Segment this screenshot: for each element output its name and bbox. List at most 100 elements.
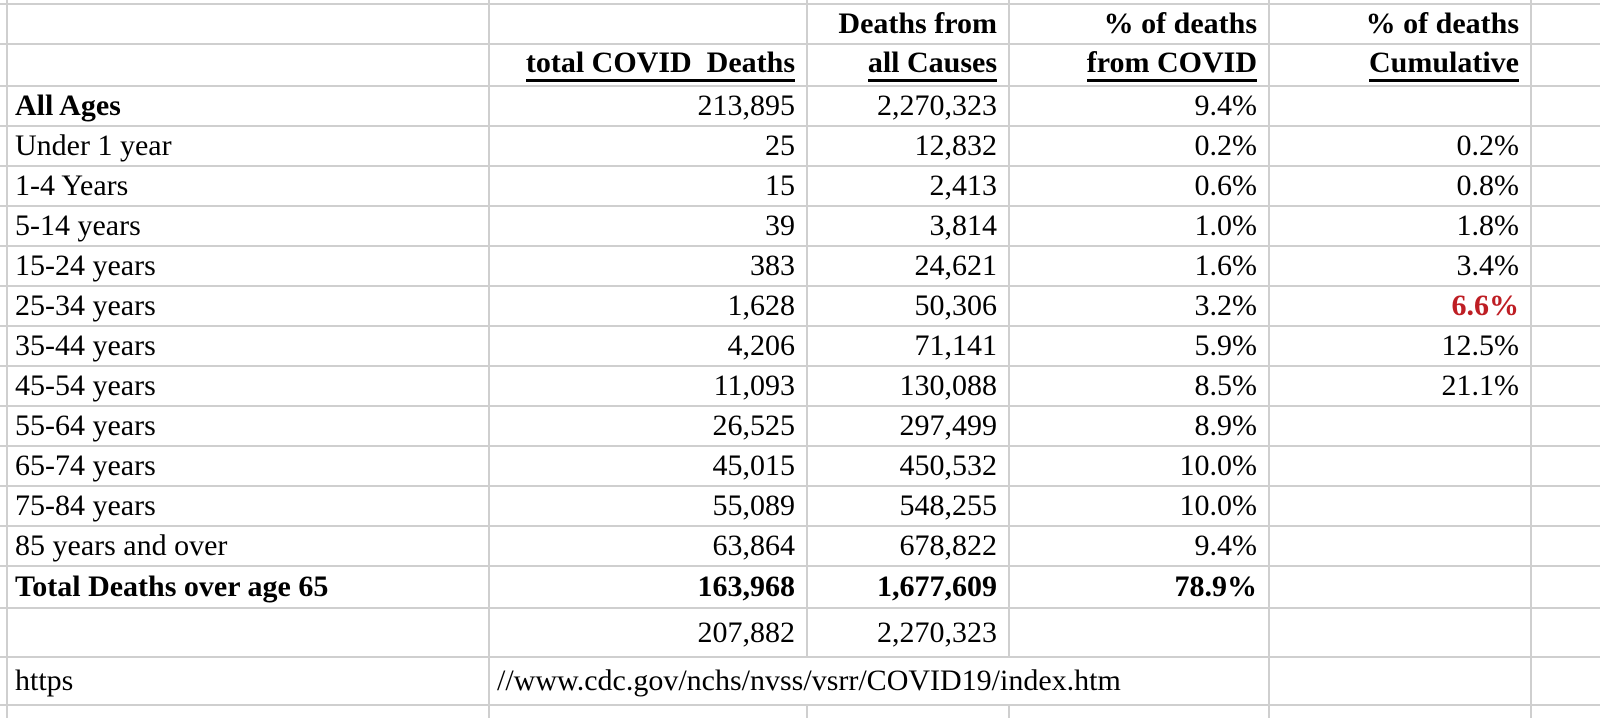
all-causes-cell[interactable]: 50,306 [808,287,1010,325]
pct-covid-cell[interactable]: 8.5% [1010,367,1270,405]
pct-covid-cell[interactable]: 1.0% [1010,207,1270,245]
all-causes-cell[interactable]: 548,255 [808,487,1010,525]
cumulative-cell[interactable]: 0.8% [1270,167,1532,205]
header-cell-all-causes-line1[interactable]: Deaths from [808,5,1010,43]
covid-deaths-cell[interactable]: 383 [490,247,808,285]
all-causes-cell[interactable]: 2,413 [808,167,1010,205]
empty-cell [8,0,490,3]
cumulative-cell[interactable]: 3.4% [1270,247,1532,285]
covid-deaths-cell[interactable]: 213,895 [490,87,808,125]
all-causes-cell[interactable]: 678,822 [808,527,1010,565]
cumulative-cell[interactable] [1270,567,1532,607]
empty-cell[interactable] [490,5,808,43]
header-cell-pct-covid-line2[interactable]: from COVID [1010,45,1270,85]
empty-cell[interactable] [8,45,490,85]
gridline-spacer-cell [0,487,8,525]
header-cell-all-causes-line2[interactable]: all Causes [808,45,1010,85]
pct-covid-cell[interactable]: 3.2% [1010,287,1270,325]
all-causes-cell[interactable]: 12,832 [808,127,1010,165]
empty-cell [808,706,1010,718]
empty-cell[interactable] [1270,658,1532,704]
cumulative-cell[interactable] [1270,527,1532,565]
header-text: % of deaths [1103,7,1257,40]
row-label-cell[interactable]: 5-14 years [8,207,490,245]
pct-covid-cell[interactable] [1010,609,1270,656]
covid-deaths-cell[interactable]: 55,089 [490,487,808,525]
table-row: Total Deaths over age 65 163,968 1,677,609… [0,567,1600,609]
row-label-cell[interactable]: All Ages [8,87,490,125]
header-cell-cumulative-line1[interactable]: % of deaths [1270,5,1532,43]
row-label-cell[interactable]: 85 years and over [8,527,490,565]
row-label-cell[interactable]: 15-24 years [8,247,490,285]
covid-deaths-cell[interactable]: 4,206 [490,327,808,365]
pct-covid-cell[interactable]: 9.4% [1010,87,1270,125]
pct-covid-cell[interactable]: 78.9% [1010,567,1270,607]
all-causes-cell[interactable]: 3,814 [808,207,1010,245]
all-causes-cell[interactable]: 71,141 [808,327,1010,365]
empty-cell [1532,706,1600,718]
cumulative-cell[interactable]: 12.5% [1270,327,1532,365]
cumulative-cell[interactable] [1270,487,1532,525]
covid-deaths-cell[interactable]: 25 [490,127,808,165]
covid-deaths-cell[interactable]: 26,525 [490,407,808,445]
gridline-spacer-cell [0,327,8,365]
covid-deaths-cell[interactable]: 15 [490,167,808,205]
empty-cell [1010,0,1270,3]
cumulative-cell[interactable] [1270,407,1532,445]
filler-cell [1532,167,1600,205]
pct-covid-cell[interactable]: 10.0% [1010,487,1270,525]
source-url: //www.cdc.gov/nchs/nvss/vsrr/COVID19/ind… [497,664,1121,697]
all-causes-cell[interactable]: 297,499 [808,407,1010,445]
header-cell-pct-covid-line1[interactable]: % of deaths [1010,5,1270,43]
cumulative-cell[interactable] [1270,609,1532,656]
covid-deaths-cell[interactable]: 1,628 [490,287,808,325]
gridline-spacer-cell [0,5,8,43]
cumulative-cell[interactable]: 1.8% [1270,207,1532,245]
source-url-cell[interactable]: //www.cdc.gov/nchs/nvss/vsrr/COVID19/ind… [490,658,1270,704]
row-label-cell[interactable]: Total Deaths over age 65 [8,567,490,607]
all-causes-cell[interactable]: 24,621 [808,247,1010,285]
filler-cell [1532,247,1600,285]
table-row: 35-44 years 4,206 71,141 5.9% 12.5% [0,327,1600,367]
row-label-cell[interactable]: 75-84 years [8,487,490,525]
filler-cell [1532,487,1600,525]
pct-covid-cell[interactable]: 0.2% [1010,127,1270,165]
row-label-cell[interactable] [8,609,490,656]
all-causes-cell[interactable]: 130,088 [808,367,1010,405]
empty-cell[interactable] [8,5,490,43]
header-cell-cumulative-line2[interactable]: Cumulative [1270,45,1532,85]
covid-deaths-cell[interactable]: 11,093 [490,367,808,405]
cumulative-cell[interactable]: 6.6% [1270,287,1532,325]
cumulative-cell[interactable] [1270,447,1532,485]
all-causes-cell[interactable]: 2,270,323 [808,87,1010,125]
cumulative-cell[interactable]: 0.2% [1270,127,1532,165]
cumulative-cell[interactable] [1270,87,1532,125]
row-label-cell[interactable]: 1-4 Years [8,167,490,205]
empty-cell [808,0,1010,3]
covid-deaths-cell[interactable]: 39 [490,207,808,245]
covid-deaths-cell[interactable]: 45,015 [490,447,808,485]
pct-covid-cell[interactable]: 0.6% [1010,167,1270,205]
all-causes-cell[interactable]: 450,532 [808,447,1010,485]
row-label-cell[interactable]: 35-44 years [8,327,490,365]
covid-deaths-cell[interactable]: 207,882 [490,609,808,656]
pct-covid-cell[interactable]: 5.9% [1010,327,1270,365]
filler-cell [1532,567,1600,607]
row-label-cell[interactable]: 65-74 years [8,447,490,485]
row-label-cell[interactable]: 55-64 years [8,407,490,445]
row-label-cell[interactable]: 45-54 years [8,367,490,405]
gridline-spacer-cell [0,609,8,656]
source-label-cell[interactable]: https [8,658,490,704]
all-causes-cell[interactable]: 2,270,323 [808,609,1010,656]
header-cell-covid-deaths[interactable]: total COVID Deaths [490,45,808,85]
row-label-cell[interactable]: Under 1 year [8,127,490,165]
pct-covid-cell[interactable]: 1.6% [1010,247,1270,285]
covid-deaths-cell[interactable]: 163,968 [490,567,808,607]
row-label-cell[interactable]: 25-34 years [8,287,490,325]
covid-deaths-cell[interactable]: 63,864 [490,527,808,565]
all-causes-cell[interactable]: 1,677,609 [808,567,1010,607]
pct-covid-cell[interactable]: 9.4% [1010,527,1270,565]
pct-covid-cell[interactable]: 10.0% [1010,447,1270,485]
pct-covid-cell[interactable]: 8.9% [1010,407,1270,445]
cumulative-cell[interactable]: 21.1% [1270,367,1532,405]
